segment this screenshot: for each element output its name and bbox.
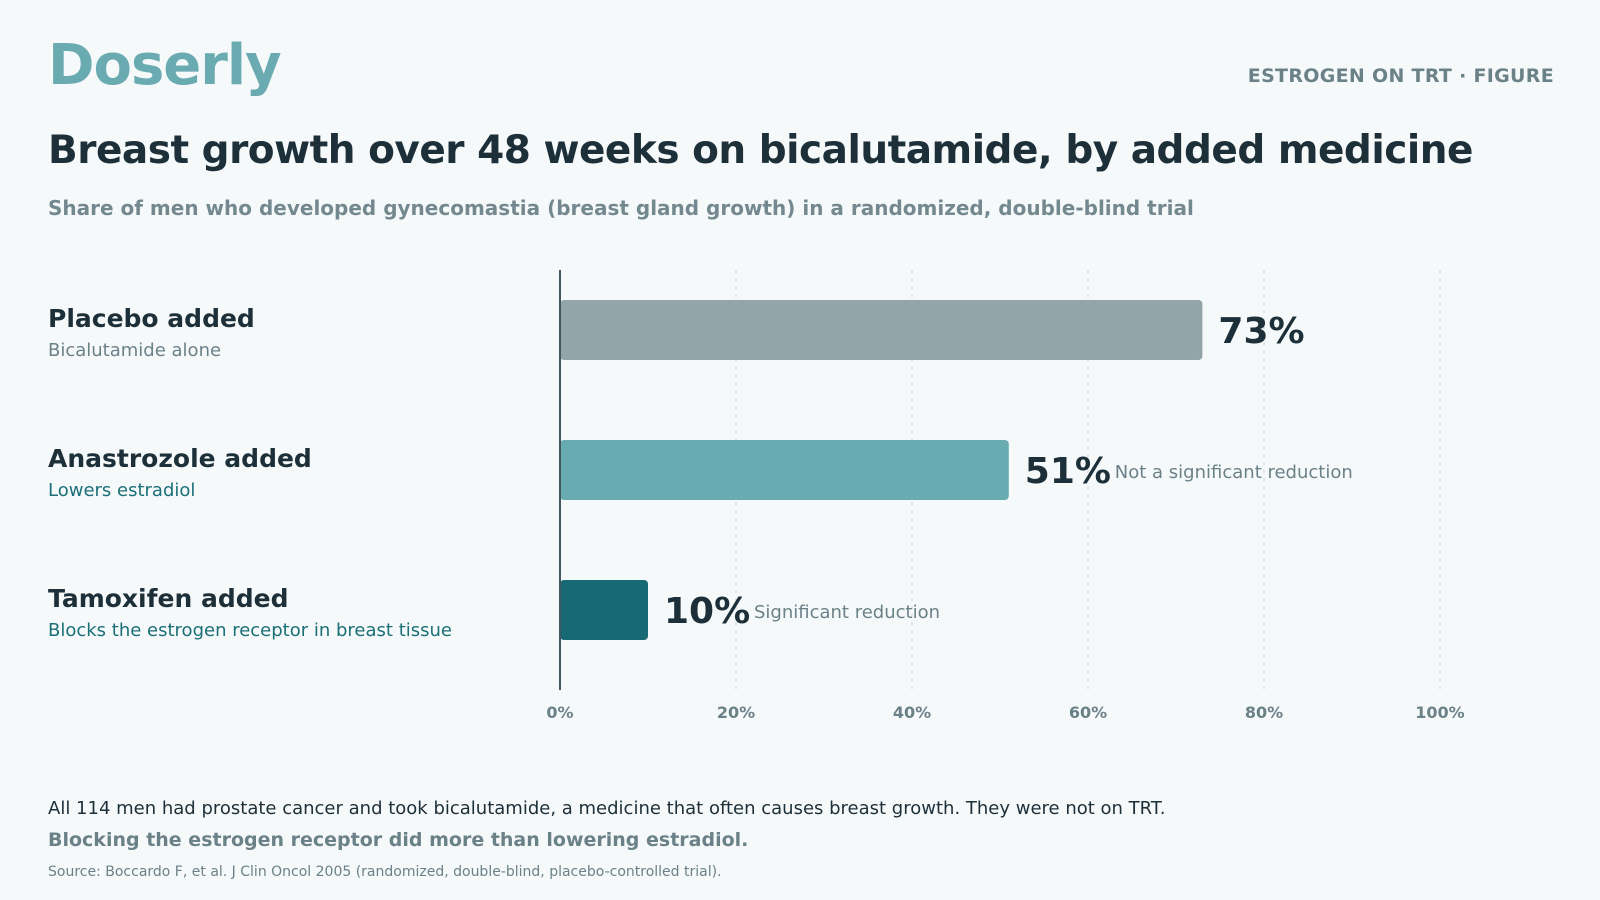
bars (560, 300, 1203, 640)
bar-annotation: Significant reduction (754, 602, 940, 623)
category-label: Placebo added (48, 304, 255, 333)
x-axis-ticks: 0% 20% 40% 60% 80% 100% (546, 703, 1464, 722)
bar (560, 440, 1009, 500)
chart-subtitle: Share of men who developed gynecomastia … (48, 196, 1194, 220)
figure-tag: ESTROGEN ON TRT · FIGURE (1247, 65, 1554, 87)
x-tick-label: 60% (1069, 703, 1107, 722)
data-label: 73% (1218, 311, 1304, 352)
source-citation: Source: Boccardo F, et al. J Clin Oncol … (48, 864, 722, 880)
category-description: Bicalutamide alone (48, 340, 221, 361)
x-tick-label: 0% (546, 703, 573, 722)
x-tick-label: 80% (1245, 703, 1283, 722)
x-tick-label: 20% (717, 703, 755, 722)
category-description: Blocks the estrogen receptor in breast t… (48, 620, 452, 641)
brand-logo: Doserly (48, 33, 282, 98)
data-label: 51% (1025, 451, 1111, 492)
category-label: Anastrozole added (48, 444, 312, 473)
row-labels: 73% Placebo added Bicalutamide alone 51% Not… (48, 304, 1353, 641)
bar (560, 580, 648, 640)
chart-title: Breast growth over 48 weeks on bicalutam… (48, 128, 1473, 173)
bar-annotation: Not a significant reduction (1115, 462, 1353, 483)
bar-chart: 73% Placebo added Bicalutamide alone 51% Not… (48, 270, 1465, 722)
footnote-context: All 114 men had prostate cancer and took… (48, 798, 1166, 819)
footnote-takeaway: Blocking the estrogen receptor did more … (48, 829, 749, 851)
category-label: Tamoxifen added (48, 584, 288, 613)
bar (560, 300, 1203, 360)
category-description: Lowers estradiol (48, 480, 195, 501)
x-tick-label: 100% (1415, 703, 1464, 722)
data-label: 10% (664, 591, 750, 632)
x-tick-label: 40% (893, 703, 931, 722)
